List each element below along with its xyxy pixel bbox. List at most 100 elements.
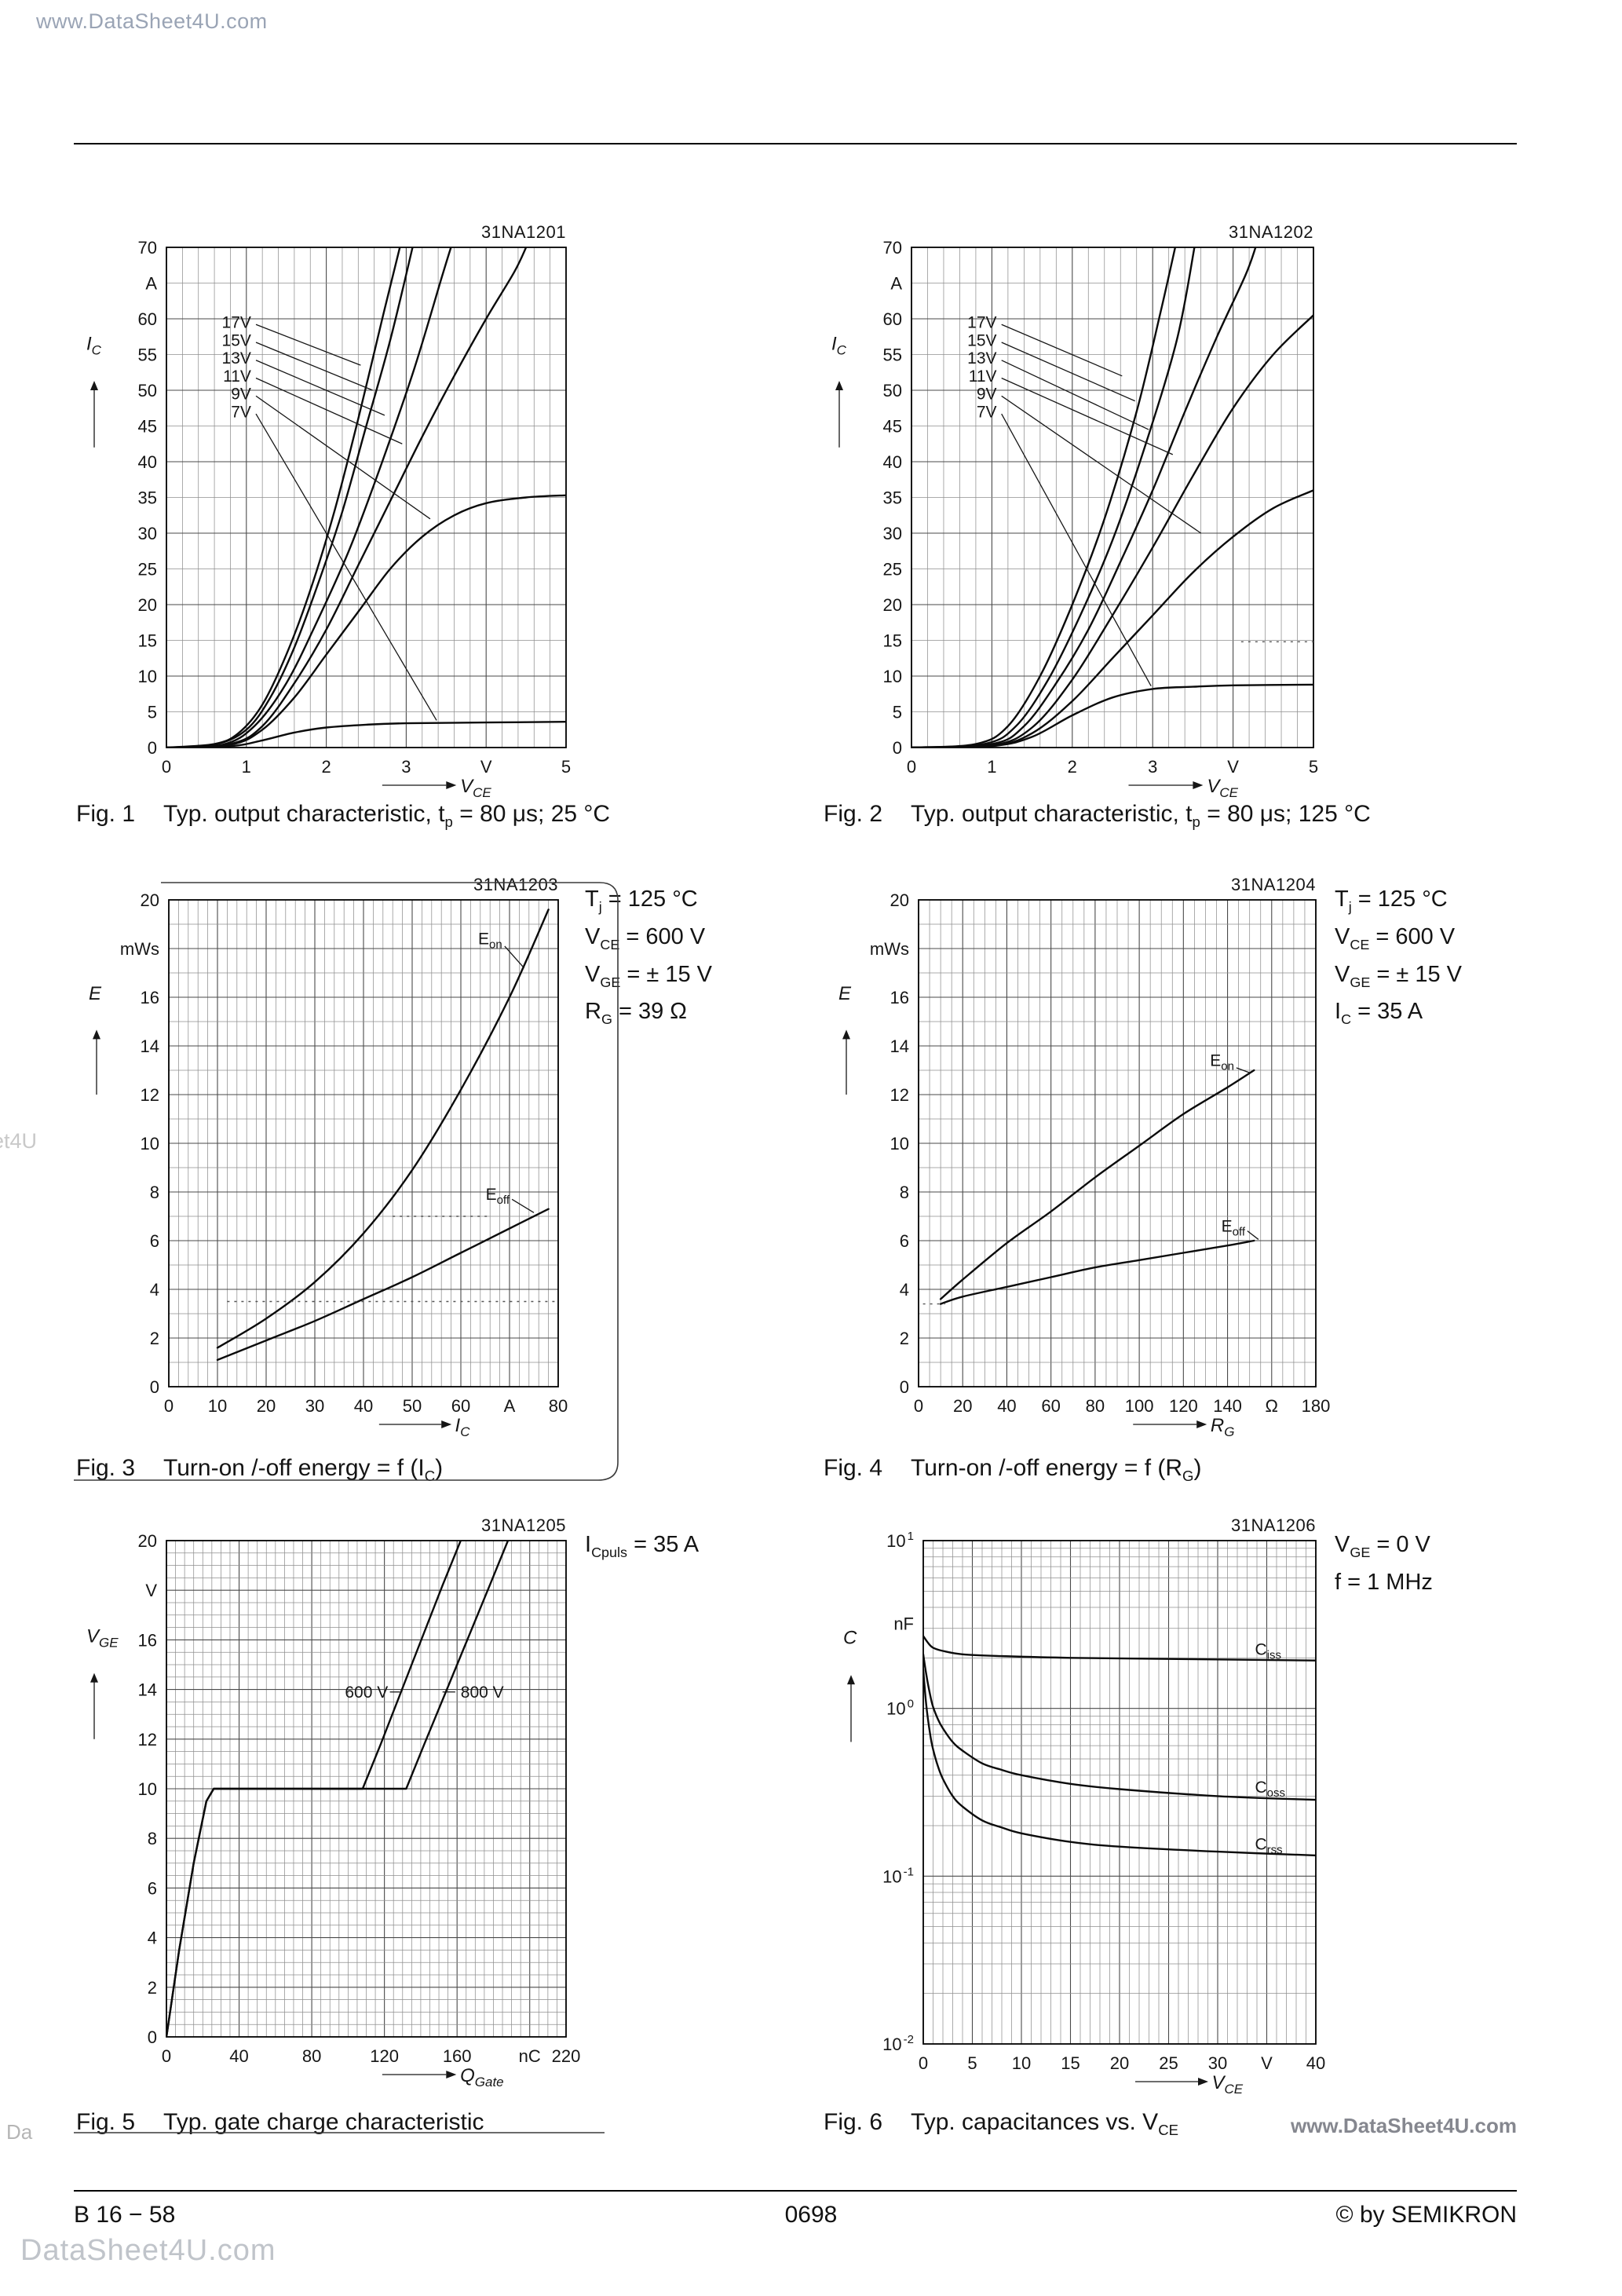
chart-id: 31NA1201 xyxy=(481,222,566,242)
x-tick-label: 0 xyxy=(162,757,171,777)
series-7V xyxy=(911,683,1313,748)
x-tick-label: 50 xyxy=(403,1396,422,1416)
series-Ciss xyxy=(923,1635,1316,1662)
x-tick-label: 80 xyxy=(302,2046,321,2066)
curve-label: 9V xyxy=(231,386,251,404)
watermark-left-fragment: et4U xyxy=(0,1129,38,1153)
fig1-number: Fig. 1 xyxy=(76,801,136,827)
y-tick-label: 20 xyxy=(141,890,159,910)
curve-label: 17V xyxy=(222,314,251,332)
x-tick-label: 0 xyxy=(914,1396,923,1416)
chart-id: 31NA1202 xyxy=(1229,222,1313,242)
x-tick-label: 10 xyxy=(1012,2053,1031,2073)
curve-label: 17V xyxy=(967,314,996,332)
curve-label: 800 V xyxy=(461,1684,504,1702)
curve-label: 15V xyxy=(222,331,251,349)
leader-line xyxy=(1001,324,1123,377)
y-tick-label: 16 xyxy=(890,988,909,1007)
y-tick-label: 0 xyxy=(893,738,902,758)
x-axis-arrowhead xyxy=(1196,1420,1207,1428)
grid xyxy=(166,1540,567,2038)
curve-label: 600 V xyxy=(345,1684,388,1702)
y-tick-label: 0 xyxy=(148,738,157,758)
y-tick-label: 14 xyxy=(138,1680,157,1700)
y-tick-label: mWs xyxy=(120,939,159,959)
curve-label: 7V xyxy=(231,403,251,421)
y-axis-arrowhead xyxy=(90,1673,98,1683)
y-tick-label: 60 xyxy=(138,309,157,329)
x-axis-label: VCE xyxy=(1207,776,1238,800)
leader-line xyxy=(255,413,437,721)
condition-line: Tj = 125 °C xyxy=(1335,887,1448,915)
series-Eon xyxy=(939,1069,1255,1300)
y-tick-label: 5 xyxy=(893,703,902,722)
footer-rule xyxy=(74,2190,1517,2192)
x-tick-label: 40 xyxy=(1306,2053,1325,2073)
leader-line xyxy=(1247,1230,1259,1240)
x-tick-label: 2 xyxy=(1068,757,1077,777)
x-tick-label: 5 xyxy=(967,2053,977,2073)
y-tick-label: 25 xyxy=(138,560,157,579)
y-axis-arrowhead xyxy=(90,380,98,390)
x-tick-label: 3 xyxy=(1148,757,1157,777)
fig5-caption-text: Typ. gate charge characteristic xyxy=(163,2109,484,2135)
y-tick-label: 40 xyxy=(883,452,902,472)
y-tick-label: 6 xyxy=(148,1878,157,1898)
x-tick-label: 160 xyxy=(443,2046,472,2066)
leader-line xyxy=(504,945,525,969)
y-tick-label: 10 0 xyxy=(886,1698,914,1719)
y-tick-label: 20 xyxy=(890,890,909,910)
y-tick-label: 6 xyxy=(150,1231,159,1251)
x-tick-label: 40 xyxy=(354,1396,373,1416)
y-axis-label: E xyxy=(838,983,852,1004)
curve-label: Eoff xyxy=(1222,1217,1246,1238)
y-tick-label: 16 xyxy=(138,1630,157,1650)
x-tick-label: 2 xyxy=(321,757,331,777)
x-tick-label: 1 xyxy=(987,757,996,777)
fig3-caption: Fig. 3 Turn-on /-off energy = f (IC) xyxy=(76,1455,443,1485)
fig1-caption: Fig. 1 Typ. output characteristic, tp = 8… xyxy=(76,801,610,831)
x-tick-label: 5 xyxy=(561,757,571,777)
chart-id: 31NA1203 xyxy=(473,875,558,894)
plot-border xyxy=(166,1540,567,2038)
fig5-number: Fig. 5 xyxy=(76,2109,136,2135)
y-tick-label: 10 xyxy=(138,1779,157,1799)
x-tick-label: 3 xyxy=(401,757,411,777)
condition-line: Tj = 125 °C xyxy=(585,887,698,915)
series-15V xyxy=(911,247,1196,748)
x-axis-label: QGate xyxy=(460,2065,504,2089)
x-tick-label: 5 xyxy=(1309,757,1318,777)
y-axis-label: VGE xyxy=(86,1626,119,1651)
y-tick-label: 10 xyxy=(890,1134,909,1153)
curve-label: Eon xyxy=(1210,1052,1234,1073)
curve-label: Ciss xyxy=(1255,1640,1282,1662)
y-tick-label: 10 xyxy=(883,667,902,686)
series-13V xyxy=(166,247,452,748)
x-tick-label: 20 xyxy=(257,1396,276,1416)
y-tick-label: 8 xyxy=(900,1183,909,1202)
y-tick-label: 16 xyxy=(141,988,159,1007)
footer-page-id: B 16 − 58 xyxy=(74,2202,176,2228)
condition-line: ICpuls = 35 A xyxy=(585,1532,700,1560)
leader-line xyxy=(1236,1067,1250,1073)
x-tick-label: 120 xyxy=(1169,1396,1198,1416)
y-axis-label: C xyxy=(843,1627,857,1648)
curve-label: Coss xyxy=(1255,1779,1286,1800)
y-tick-label: 45 xyxy=(883,417,902,437)
leader-line xyxy=(511,1198,535,1213)
x-tick-label: V xyxy=(480,757,492,777)
plot-border xyxy=(918,899,1317,1387)
x-tick-label: 80 xyxy=(1086,1396,1105,1416)
y-tick-label: 20 xyxy=(138,595,157,615)
y-tick-label: 6 xyxy=(900,1231,909,1251)
x-tick-label: 25 xyxy=(1159,2053,1178,2073)
x-tick-label: 140 xyxy=(1213,1396,1242,1416)
leader-line xyxy=(255,342,373,391)
y-tick-label: V xyxy=(145,1581,157,1600)
series-7V xyxy=(166,721,566,748)
series-11V xyxy=(166,247,528,748)
condition-line: IC = 35 A xyxy=(1335,999,1423,1028)
y-axis-arrowhead xyxy=(842,1029,850,1040)
condition-line: RG = 39 Ω xyxy=(585,999,687,1028)
x-axis-label: RG xyxy=(1211,1415,1235,1439)
